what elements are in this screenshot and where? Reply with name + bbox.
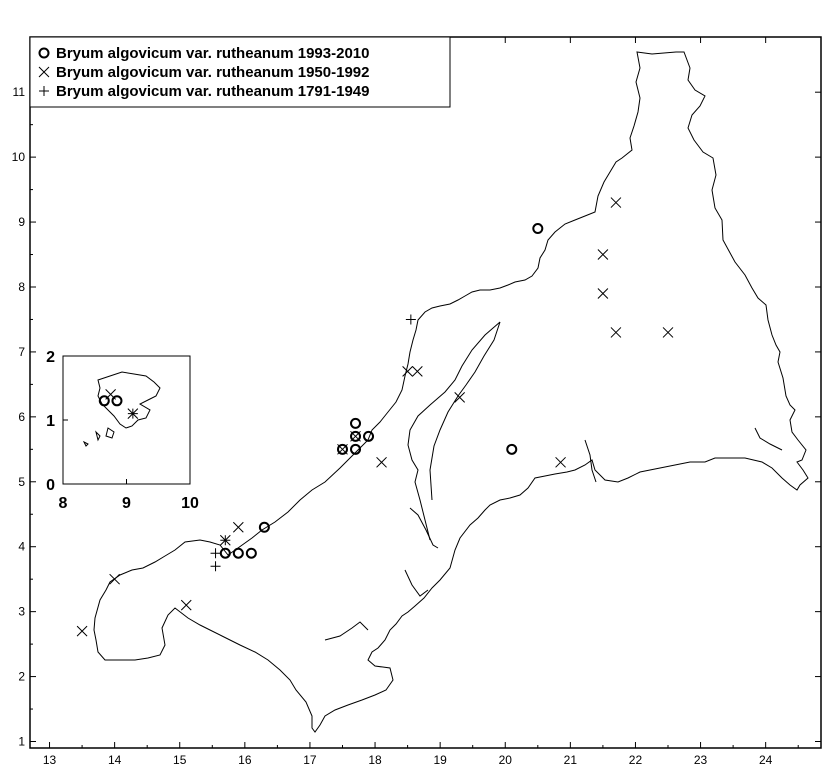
x-tick-label: 14: [108, 753, 122, 767]
x-marker: [610, 197, 622, 208]
circle-marker: [350, 443, 362, 455]
y-tick-label: 11: [13, 85, 26, 99]
inset-markers: [98, 389, 139, 419]
estuary-line-3: [584, 439, 597, 483]
plot-frame: [29, 36, 822, 749]
circle-marker: [258, 521, 270, 533]
inset-y-tick-label: 1: [46, 413, 55, 430]
x-marker: [610, 327, 622, 338]
x-tick-label: 21: [564, 753, 578, 767]
estuary-line-7: [754, 427, 783, 451]
legend-plus-symbol: [39, 86, 49, 96]
estuary-line: [407, 321, 501, 541]
inset-x-tick-label: 8: [59, 495, 68, 512]
x-marker: [109, 573, 120, 585]
circle-marker: [219, 547, 231, 559]
circle-marker: [336, 443, 348, 455]
circle-marker: [232, 547, 244, 559]
x-marker: [412, 366, 423, 377]
y-tick-label: 7: [18, 345, 25, 359]
x-marker: [597, 249, 609, 260]
y-tick-label: 9: [18, 215, 25, 229]
inset-y-tick-label: 2: [46, 349, 55, 366]
x-marker: [350, 430, 361, 442]
x-tick-label: 22: [629, 753, 643, 767]
estuary-line-4: [409, 507, 439, 549]
x-marker: [597, 288, 609, 299]
inset-circle-marker: [98, 395, 110, 407]
legend-label: Bryum algovicum var. rutheanum 1993-2010: [56, 45, 369, 62]
x-marker: [376, 456, 387, 468]
x-marker: [337, 443, 348, 455]
inset-scilly: 8 9 10 0 1 2: [46, 349, 199, 512]
plus-marker: [210, 548, 221, 559]
y-tick-label: 4: [18, 540, 25, 554]
legend: Bryum algovicum var. rutheanum 1993-2010…: [29, 36, 451, 108]
y-tick-label: 8: [18, 280, 25, 294]
x-tick-label: 24: [759, 753, 773, 767]
y-tick-label: 2: [18, 670, 25, 684]
legend-circle-symbol: [38, 47, 50, 59]
x-tick-label: 18: [368, 753, 382, 767]
x-tick-label: 17: [303, 753, 317, 767]
circle-marker: [350, 430, 362, 442]
x-marker: [76, 625, 88, 637]
legend-x-symbol: [38, 66, 50, 78]
legend-label: Bryum algovicum var. rutheanum 1950-1992: [56, 64, 369, 81]
mainland-coastline: [93, 51, 809, 733]
circle-marker: [363, 430, 375, 442]
legend-label: Bryum algovicum var. rutheanum 1791-1949: [56, 83, 369, 100]
inset-plus-marker: [127, 408, 138, 419]
plus-marker: [210, 561, 221, 572]
y-tick-label: 1: [18, 735, 25, 749]
x-marker: [232, 521, 244, 533]
x-marker: [180, 599, 192, 611]
y-tick-label: 10: [12, 150, 26, 164]
plus-marker: [405, 314, 416, 325]
x-marker: [454, 392, 466, 403]
x-tick-label: 15: [173, 753, 187, 767]
x-marker: [402, 366, 413, 377]
inset-islands: [82, 371, 161, 447]
inset-circle-marker: [111, 395, 123, 407]
y-tick-label: 3: [18, 605, 25, 619]
estuary-line-2: [429, 321, 501, 501]
y-tick-label: 5: [18, 475, 25, 489]
x-tick-label: 19: [433, 753, 447, 767]
coastline: [93, 51, 809, 733]
estuary-line-6: [404, 569, 429, 597]
circle-marker: [245, 547, 257, 559]
legend-box: [29, 36, 451, 108]
inset-x-tick-label: 9: [122, 495, 131, 512]
inset-y-tick-label: 0: [46, 477, 55, 494]
data-markers: [76, 197, 674, 637]
estuary-line-5: [324, 621, 369, 641]
x-tick-label: 20: [499, 753, 513, 767]
inset-x-tick-label: 10: [181, 495, 199, 512]
circle-marker: [532, 223, 544, 235]
inset-frame: [62, 355, 191, 485]
circle-marker: [350, 417, 362, 429]
y-tick-label: 6: [18, 410, 25, 424]
x-tick-label: 16: [238, 753, 252, 767]
x-marker: [555, 456, 566, 468]
inset-x-marker: [105, 389, 116, 400]
x-marker: [662, 327, 674, 338]
plus-marker: [220, 535, 231, 546]
x-tick-label: 13: [43, 753, 57, 767]
circle-marker: [506, 443, 518, 455]
x-tick-label: 23: [694, 753, 708, 767]
